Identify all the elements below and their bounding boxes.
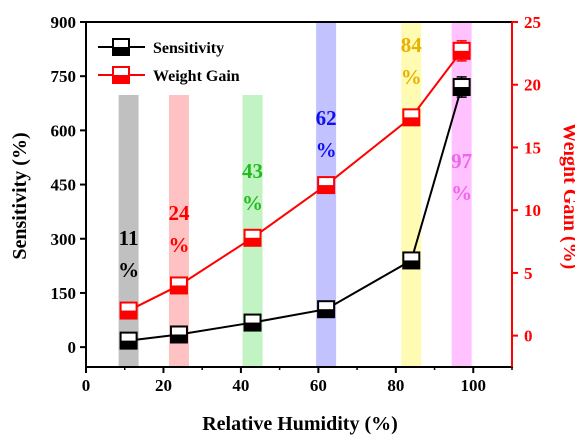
point-fill-0-2 [244,322,261,331]
humidity-labels: 11% 24% 43% 62% 84% 97% [118,33,472,282]
y-left-tick-label-150: 150 [51,284,77,303]
point-fill-1-3 [318,185,335,194]
humidity-unit-62: % [316,138,337,162]
y-left-tick-label-900: 900 [51,13,77,32]
y-left-tick-label-0: 0 [68,338,77,357]
humidity-band-11 [118,95,139,367]
point-fill-1-2 [244,237,261,246]
humidity-bands [118,22,472,367]
legend: Sensitivity Weight Gain [98,38,240,85]
y-axis-label-right: Weight Gain (%) [559,123,575,270]
humidity-label-11: 11 [119,226,139,250]
point-fill-1-5 [453,50,470,59]
y-left-tick-label-450: 450 [51,176,77,195]
y-right-tick-label-0: 0 [524,327,533,346]
humidity-band-84 [401,22,422,367]
x-tick-label-100: 100 [461,376,487,395]
plot-frame [85,21,513,368]
y-right-tick-label-5: 5 [524,264,533,283]
x-axis-label: Relative Humidity (%) [202,413,398,435]
point-fill-0-0 [120,340,137,349]
legend-weight-gain-label: Weight Gain [153,68,240,85]
y-left-tick-label-750: 750 [51,67,77,86]
y-axis-label-left: Sensitivity (%) [9,132,31,259]
x-tick-label-20: 20 [155,376,172,395]
y-right-tick-label-20: 20 [524,76,541,95]
humidity-unit-84: % [401,65,422,89]
humidity-unit-11: % [118,258,139,282]
y-right-tick-label-15: 15 [524,138,541,157]
y-right-tick-label-25: 25 [524,13,541,32]
y-left-tick-label-300: 300 [51,230,77,249]
x-tick-label-0: 0 [82,376,91,395]
humidity-label-43: 43 [242,159,263,183]
x-tick-label-80: 80 [387,376,404,395]
point-fill-1-4 [403,117,420,126]
humidity-label-24: 24 [168,201,190,225]
point-fill-0-5 [453,87,470,96]
x-tick-label-40: 40 [232,376,249,395]
point-fill-0-3 [318,309,335,318]
data-series [119,40,471,350]
x-tick-label-60: 60 [310,376,327,395]
humidity-label-97: 97 [451,149,472,173]
humidity-unit-24: % [168,233,189,257]
legend-weight-gain-marker [112,66,130,84]
humidity-unit-43: % [242,191,263,215]
y-left-tick-label-600: 600 [51,121,77,140]
y-right-tick-label-10: 10 [524,201,541,220]
point-fill-0-1 [170,334,187,343]
humidity-band-24 [168,95,189,367]
humidity-band-97 [451,22,472,367]
point-fill-0-4 [403,260,420,269]
humidity-unit-97: % [451,181,472,205]
legend-sensitivity-label: Sensitivity [153,40,224,57]
humidity-label-62: 62 [316,106,337,130]
humidity-band-62 [316,22,337,367]
point-fill-1-0 [120,310,137,319]
humidity-label-84: 84 [401,33,423,57]
legend-sensitivity-marker [112,38,130,56]
point-fill-1-1 [170,285,187,294]
axes: 0 20 40 60 80 100 0 150 300 450 600 750 900 0 5 10 15 20 2… [51,13,542,395]
